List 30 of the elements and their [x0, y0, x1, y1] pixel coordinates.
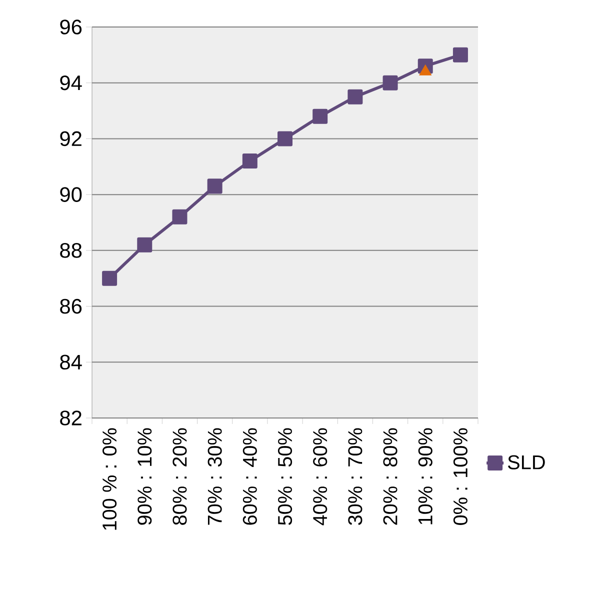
point: [137, 237, 152, 252]
point: [102, 270, 118, 286]
point: [278, 131, 293, 146]
y-tick-label: 86: [60, 298, 82, 314]
point: [207, 178, 222, 194]
point: [348, 89, 363, 104]
x-tick-label: 80% : 20%: [172, 428, 187, 525]
point: [172, 209, 188, 224]
point: [452, 47, 468, 62]
x-tick-label: 40% : 60%: [313, 428, 328, 526]
x-tick-label: 50% : 50%: [278, 428, 292, 525]
x-tick-label: 70% : 30%: [208, 428, 222, 525]
y-tick-label: 84: [60, 354, 82, 370]
y-tick-label: 96: [60, 20, 82, 34]
x-tick-label: 0% : 100%: [453, 428, 468, 525]
legend-label: SLD: [508, 455, 545, 470]
x-tick-label: 30% : 70%: [348, 428, 362, 525]
x-tick-label: 100 % : 0%: [102, 428, 117, 530]
x-tick-label: 10% : 90%: [418, 428, 432, 524]
x-tick-label: 90% : 10%: [138, 428, 152, 525]
y-tick-label: 82: [60, 410, 82, 426]
y-tick-label: 94: [60, 75, 82, 90]
point: [312, 108, 328, 124]
point: [382, 75, 398, 90]
x-tick-label: 20% : 80%: [383, 428, 398, 525]
point: [242, 154, 258, 169]
x-tick-label: 60% : 40%: [242, 428, 257, 525]
y-tick-label: 92: [60, 131, 82, 146]
y-tick-label: 88: [60, 243, 82, 258]
y-tick-label: 90: [60, 187, 82, 202]
